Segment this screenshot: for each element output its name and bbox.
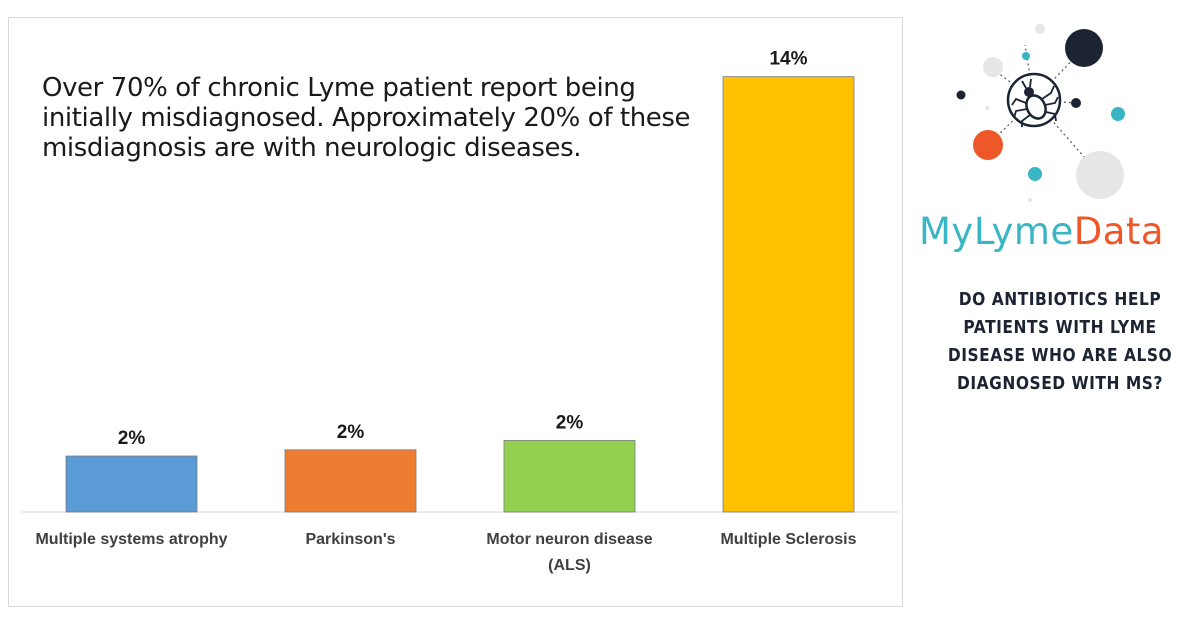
data-label: 14% [769, 49, 807, 70]
category-label: Parkinson's [305, 531, 395, 548]
category-label: Motor neuron disease [486, 531, 652, 548]
bar [503, 440, 636, 513]
data-label: 2% [337, 422, 365, 443]
side-question: DO ANTIBIOTICS HELP PATIENTS WITH LYME D… [947, 289, 1173, 394]
category-label: Multiple Sclerosis [720, 531, 856, 548]
brand-part-data: Data [1073, 210, 1165, 253]
category-label: (ALS) [548, 557, 591, 574]
category-label: Multiple systems atrophy [35, 531, 227, 548]
bar [284, 449, 417, 513]
tick-icon [1006, 72, 1062, 128]
brand-part-mylyme: MyLyme [919, 210, 1074, 253]
data-label: 2% [118, 428, 146, 449]
chart-title: Over 70% of chronic Lyme patient report … [42, 73, 691, 163]
bar [722, 76, 855, 513]
mylymedata-logo [956, 24, 1125, 202]
brand-wordmark: MyLymeData [919, 210, 1189, 254]
data-label: 2% [556, 412, 584, 433]
bar [65, 455, 198, 513]
bar-chart: 2% Multiple systems atrophy 2% Parkinson's 2… [22, 49, 898, 574]
